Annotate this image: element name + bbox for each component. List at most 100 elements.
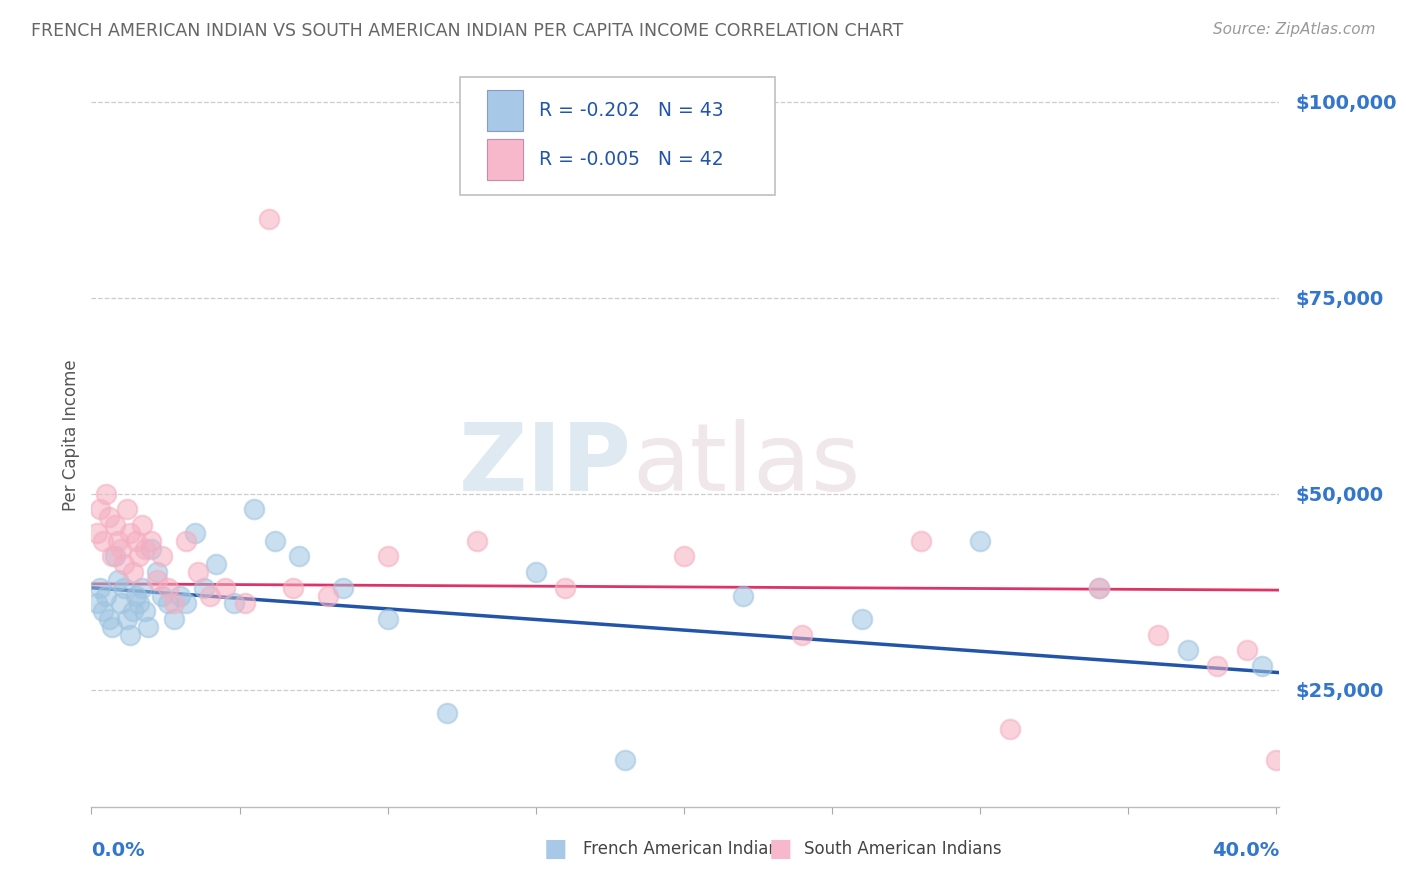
Point [128, 596, 150, 610]
Point [91, 533, 114, 548]
Point [125, 589, 148, 603]
Point [96, 486, 118, 500]
Point [332, 581, 354, 595]
Point [139, 533, 162, 548]
Point [174, 533, 197, 548]
Point [98, 510, 121, 524]
Y-axis label: Per Capita Income: Per Capita Income [62, 359, 80, 510]
Point [281, 581, 304, 595]
Point [86, 525, 108, 540]
Point [1236, 643, 1258, 657]
Point [672, 549, 695, 564]
Point [157, 581, 180, 595]
Point [969, 533, 991, 548]
Point [792, 628, 814, 642]
Point [128, 549, 150, 564]
Text: 0.0%: 0.0% [91, 841, 145, 860]
Point [125, 533, 148, 548]
Point [1206, 659, 1229, 673]
Point [377, 612, 399, 626]
Point [101, 620, 124, 634]
Point [288, 549, 311, 564]
Point [89, 502, 111, 516]
Point [851, 612, 873, 626]
Point [187, 565, 209, 579]
Point [524, 565, 547, 579]
Text: atlas: atlas [631, 418, 860, 510]
Point [205, 558, 228, 572]
Text: ■: ■ [769, 838, 792, 861]
Text: South American Indians: South American Indians [804, 840, 1002, 858]
Point [257, 212, 280, 227]
Point [110, 596, 132, 610]
Text: French American Indians: French American Indians [583, 840, 789, 858]
Point [214, 581, 236, 595]
Point [613, 753, 636, 767]
Text: ■: ■ [544, 838, 567, 861]
Point [318, 589, 340, 603]
Point [115, 612, 138, 626]
Point [152, 549, 174, 564]
Bar [486, 139, 523, 180]
Point [122, 604, 145, 618]
Point [222, 596, 245, 610]
Point [145, 565, 167, 579]
Point [131, 581, 153, 595]
Point [112, 581, 135, 595]
Point [139, 541, 162, 556]
Text: Source: ZipAtlas.com: Source: ZipAtlas.com [1212, 22, 1375, 37]
Point [243, 502, 266, 516]
Point [134, 604, 156, 618]
Point [115, 502, 138, 516]
Point [163, 596, 186, 610]
Point [1087, 581, 1109, 595]
Point [86, 596, 108, 610]
Point [193, 581, 215, 595]
Point [157, 596, 180, 610]
Point [96, 589, 118, 603]
Point [101, 549, 124, 564]
Point [134, 541, 156, 556]
Point [107, 573, 129, 587]
Point [554, 581, 576, 595]
Text: ZIP: ZIP [460, 418, 631, 510]
Point [910, 533, 932, 548]
Point [91, 604, 114, 618]
Text: R = -0.202   N = 43: R = -0.202 N = 43 [540, 102, 724, 120]
Point [184, 525, 207, 540]
Point [465, 533, 488, 548]
Point [112, 558, 135, 572]
Point [733, 589, 755, 603]
Point [163, 612, 186, 626]
Point [104, 518, 127, 533]
Point [169, 589, 191, 603]
Point [264, 533, 287, 548]
Point [1147, 628, 1170, 642]
Point [98, 612, 121, 626]
Point [235, 596, 257, 610]
Point [136, 620, 159, 634]
Point [104, 549, 127, 564]
Point [377, 549, 399, 564]
Point [1177, 643, 1199, 657]
FancyBboxPatch shape [460, 78, 775, 195]
Point [436, 706, 458, 721]
Point [107, 533, 129, 548]
Point [110, 541, 132, 556]
Point [1250, 659, 1272, 673]
Point [1087, 581, 1109, 595]
Bar [486, 90, 523, 131]
Point [89, 581, 111, 595]
Point [145, 573, 167, 587]
Point [118, 628, 141, 642]
Point [122, 565, 145, 579]
Point [174, 596, 197, 610]
Point [1265, 753, 1288, 767]
Point [998, 722, 1021, 736]
Text: R = -0.005   N = 42: R = -0.005 N = 42 [540, 150, 724, 169]
Point [152, 589, 174, 603]
Text: FRENCH AMERICAN INDIAN VS SOUTH AMERICAN INDIAN PER CAPITA INCOME CORRELATION CH: FRENCH AMERICAN INDIAN VS SOUTH AMERICAN… [31, 22, 903, 40]
Point [198, 589, 221, 603]
Point [131, 518, 153, 533]
Point [118, 525, 141, 540]
